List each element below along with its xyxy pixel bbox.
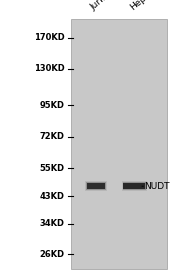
Text: Jurkat: Jurkat [89,0,115,12]
Bar [123,182,146,190]
Bar [122,181,147,191]
Text: 72KD: 72KD [40,133,65,141]
Text: 34KD: 34KD [40,219,65,228]
Text: 95KD: 95KD [40,101,65,110]
Text: 43KD: 43KD [40,192,65,201]
Bar [86,182,106,190]
Bar [71,19,167,269]
Text: 55KD: 55KD [39,164,65,173]
Text: 26KD: 26KD [39,250,65,259]
Bar [87,183,105,189]
Text: NUDT6: NUDT6 [144,182,170,191]
Bar [85,181,107,191]
Text: 170KD: 170KD [34,33,65,42]
Text: HepG2: HepG2 [129,0,158,12]
Bar [123,183,145,189]
Text: 130KD: 130KD [34,64,65,73]
